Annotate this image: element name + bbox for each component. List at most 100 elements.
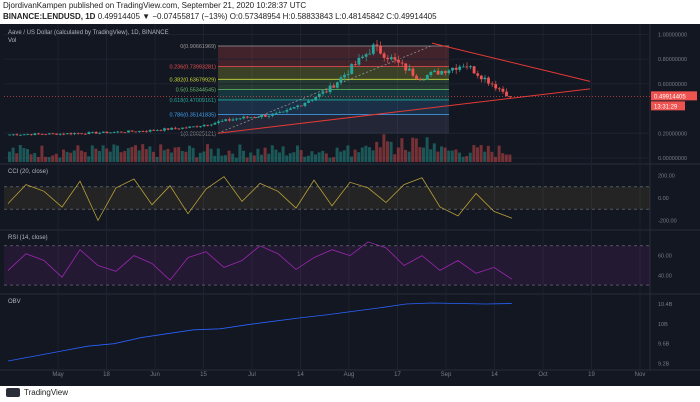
x-tick-label: 18 [103,372,110,378]
tradingview-brand-text: TradingView [24,388,69,397]
price-badge [651,91,697,101]
volume-bar [490,151,494,162]
candle-body [26,134,30,136]
candle-body [472,66,476,74]
volume-bar [83,152,87,162]
candle-body [393,57,397,60]
volume-bar [324,153,328,162]
candle-body [397,59,400,63]
volume-bar [393,154,397,162]
obv-tick-label: 9.2B [658,362,670,368]
chart-area[interactable]: May 18 Jun 15 Jul 14 Aug 17 Sep 14 Oct 19 Nov 0(0.906… [0,24,700,386]
candle-body [76,133,80,135]
volume-bar [231,153,235,162]
volume-bar [267,153,271,162]
candle-body [51,133,55,135]
candle-body [476,73,480,76]
cci-tick-label: 200.00 [658,174,675,180]
x-tick-label: 14 [491,372,498,378]
volume-bar [357,152,361,162]
candle-body [433,70,436,72]
candle-body [37,133,40,135]
candle-body [73,133,76,135]
candle-body [407,68,411,71]
main-pane-title: Aave / US Dollar (calculated by TradingV… [8,30,169,36]
volume-bar [404,149,407,162]
volume-bar [285,155,289,162]
volume-bar [310,151,314,162]
volume-bar [126,148,130,162]
volume-bar [292,152,296,162]
candle-body [303,102,307,106]
fib-level-label: 0.236(0.73993281) [170,65,217,71]
candle-body [379,45,382,54]
volume-bar [458,152,461,162]
volume-bar [386,141,389,162]
volume-bar [65,151,69,162]
volume-bar [389,141,393,162]
volume-bar [364,145,368,162]
volume-bar [54,153,58,162]
candle-body [321,91,325,94]
candle-body [159,130,163,132]
y-tick-label: 0.20000000 [658,131,687,137]
candle-body [274,112,278,114]
candle-body [429,71,433,76]
candle-body [418,78,422,81]
candle-body [69,133,73,135]
candle-body [422,79,426,81]
countdown-badge-text: 13:31:29 [654,104,678,110]
candle-body [469,66,472,68]
tradingview-logo[interactable]: TradingView [6,388,68,397]
volume-bar [378,147,382,162]
volume-bar [465,156,469,162]
candle-body [501,88,505,92]
candle-body [339,77,343,83]
volume-bar [288,153,292,162]
fib-zone [218,66,449,80]
trendline-lower [217,88,591,134]
volume-bar [450,150,454,162]
chart-canvas[interactable]: May 18 Jun 15 Jul 14 Aug 17 Sep 14 Oct 19 Nov 0(0.906… [0,24,700,386]
volume-bar [314,154,317,162]
candle-body [22,134,26,136]
candle-body [155,130,159,132]
volume-bar [152,151,155,162]
candle-body [487,77,490,84]
volume-bar [26,149,29,162]
candle-body [220,120,224,122]
volume-bar [425,137,429,162]
candle-body [87,132,91,134]
fib-level-label: 0.5(0.55344545) [176,88,217,94]
volume-bar [278,152,281,162]
candle-body [184,127,188,129]
candle-body [343,74,346,78]
candle-body [508,96,512,98]
candle-body [134,131,138,133]
candle-body [299,105,303,107]
candle-body [350,64,354,74]
volume-label: Vol [8,38,16,44]
volume-bar [40,145,44,162]
volume-bar [303,156,307,162]
symbol-label[interactable]: BINANCE:LENDUSD, 1D [3,12,96,21]
candle-body [335,82,339,88]
candle-body [497,88,501,90]
trendline-upper [431,42,591,82]
candle-body [505,91,508,97]
candle-body [145,131,148,133]
volume-bar [360,147,364,162]
x-tick-label: Jul [248,372,256,378]
volume-bar [188,145,191,162]
volume-bar [281,146,285,162]
candle-body [148,129,152,132]
volume-bar [227,150,231,162]
candle-body [263,114,267,117]
volume-bar [321,150,325,162]
fib-zone [218,46,449,67]
volume-bar [112,144,116,162]
fib-zone [218,114,449,134]
volume-bar [443,147,447,162]
candle-body [33,133,37,136]
volume-bar [411,137,415,162]
